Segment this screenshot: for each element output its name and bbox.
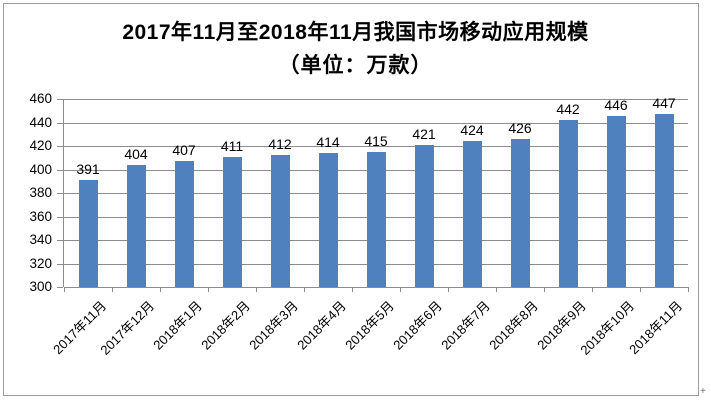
bar [558,120,578,287]
corner-mark: + [700,386,706,397]
y-axis-tick-label: 380 [29,185,52,200]
y-axis-tick-label: 460 [29,91,52,106]
y-axis-tick [57,193,63,194]
bar [318,153,338,287]
bar-value-label: 412 [268,136,292,153]
x-axis-tick [112,287,113,292]
y-axis-tick-label: 400 [29,162,52,177]
y-axis-line [63,99,64,287]
bar [414,144,434,287]
chart-frame-border [3,3,699,396]
y-axis-tick [57,287,63,288]
y-axis-tick [57,264,63,265]
y-axis-tick-label: 360 [29,209,52,224]
y-axis-tick [57,240,63,241]
bar [510,139,530,287]
bar [126,164,146,287]
bar [606,115,626,287]
y-axis-tick-label: 340 [29,232,52,247]
y-axis-tick-label: 440 [29,115,52,130]
bar-value-label: 411 [220,137,244,154]
bar [222,156,242,287]
bar-value-label: 415 [364,132,388,149]
x-axis-tick [496,287,497,292]
bar-value-label: 391 [76,161,100,178]
gridline [64,123,688,124]
bar [270,155,290,287]
x-axis-tick [544,287,545,292]
x-axis-tick [448,287,449,292]
bar-value-label: 442 [556,101,580,118]
y-axis-tick [57,123,63,124]
x-axis-tick [592,287,593,292]
x-axis-tick [256,287,257,292]
plot-area: 300 320 340 360 380 400 420 440 460 391 404 407 411 4… [29,91,689,358]
x-axis-tick [688,287,689,292]
bar-value-label: 446 [604,96,628,113]
y-axis-tick [57,146,63,147]
bar-value-label: 404 [124,145,148,162]
x-axis-tick [160,287,161,292]
gridline [64,146,688,147]
x-axis-tick [304,287,305,292]
bar [174,161,194,287]
y-axis-tick-label: 300 [29,279,52,294]
y-axis-tick-label: 420 [29,138,52,153]
bar-value-label: 426 [508,120,532,136]
bar [462,141,482,287]
y-axis-tick [57,170,63,171]
bar [78,180,98,287]
x-axis-line [64,287,688,288]
x-axis-tick [400,287,401,292]
bar-value-label: 421 [412,125,436,142]
chart-title: 2017年11月至2018年11月我国市场移动应用规模 [122,21,589,44]
y-axis-tick [57,99,63,100]
bar-value-label: 424 [460,122,484,139]
chart-subtitle: （单位：万款） [278,54,433,77]
x-axis-tick [208,287,209,292]
bar-value-label: 407 [172,142,196,159]
y-axis-tick-label: 320 [29,256,52,271]
y-axis-tick [57,217,63,218]
gridline [64,99,688,100]
x-axis-tick [64,287,65,292]
bar [366,151,386,287]
x-axis-tick [352,287,353,292]
bar [654,114,674,287]
bar-value-label: 414 [316,134,340,150]
x-axis-tick [640,287,641,292]
bar-value-label: 447 [652,95,676,112]
